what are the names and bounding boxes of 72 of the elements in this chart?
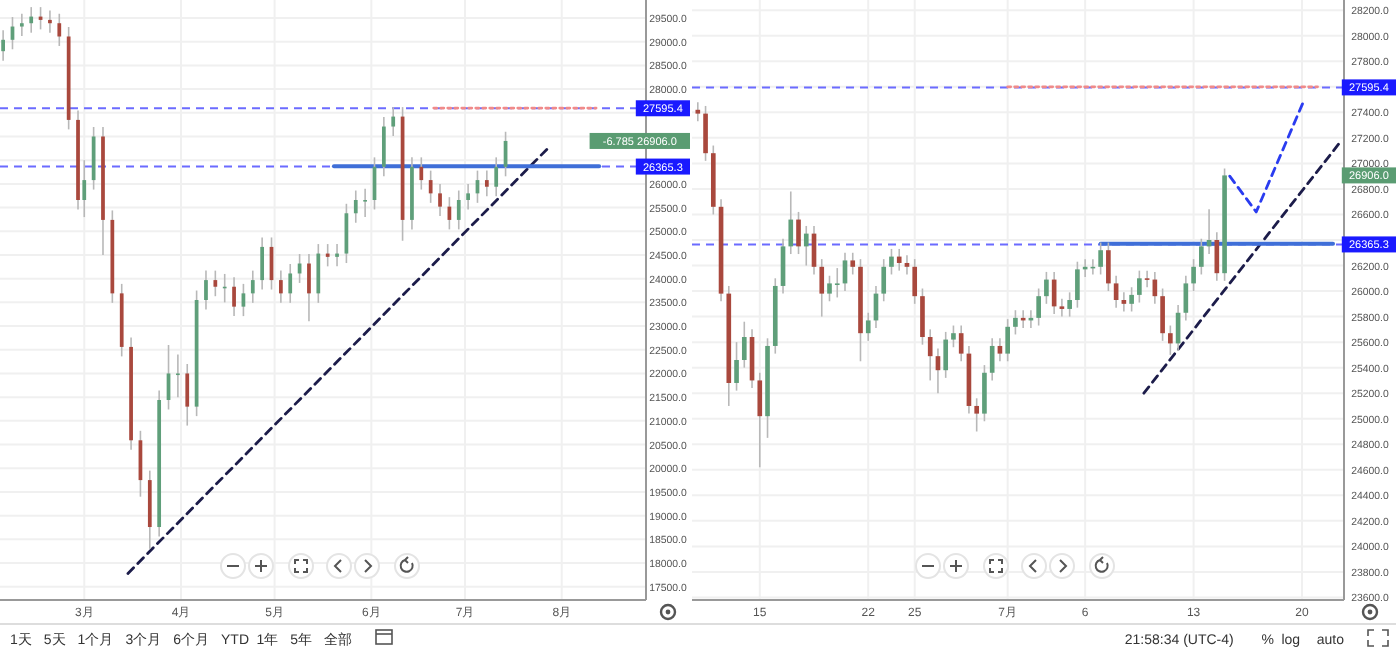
candlestick (288, 263, 293, 304)
candlestick (1036, 287, 1041, 327)
candlestick (958, 324, 964, 363)
candlestick (927, 328, 933, 382)
candlestick (734, 341, 739, 392)
candlestick (1168, 324, 1173, 356)
candlestick (1044, 271, 1049, 305)
candlestick (974, 397, 980, 433)
candlestick (381, 116, 386, 178)
candlestick (29, 6, 34, 34)
candlestick (335, 243, 339, 268)
candlestick (1013, 309, 1018, 336)
candlestick (494, 156, 499, 198)
candlestick (325, 243, 330, 268)
candlestick (316, 243, 321, 304)
candlestick (363, 187, 367, 218)
candlestick (819, 258, 825, 318)
candlestick (951, 324, 956, 349)
candlestick (1059, 297, 1065, 318)
candlestick (850, 251, 856, 276)
candlestick (1106, 241, 1111, 292)
candlestick (57, 12, 62, 47)
candlestick (881, 258, 887, 303)
candlestick (204, 269, 208, 311)
candlestick (1199, 237, 1204, 276)
candlestick (827, 274, 832, 303)
candlestick (920, 287, 925, 346)
candlestick (1005, 318, 1010, 363)
candlestick (456, 189, 461, 231)
candlestick (213, 269, 218, 298)
candlestick (943, 331, 949, 379)
candlestick (48, 9, 52, 34)
candlestick (741, 320, 747, 369)
candlestick (889, 248, 894, 276)
candlestick (1098, 241, 1103, 276)
candlestick (695, 101, 701, 123)
candlestick (391, 106, 396, 137)
candlestick (428, 169, 433, 204)
candlestick (912, 258, 918, 305)
candlestick (834, 267, 840, 299)
candlestick (147, 469, 152, 550)
candlestick (484, 169, 489, 198)
candlestick (982, 364, 987, 423)
candlestick (896, 248, 902, 272)
candlestick (1137, 269, 1142, 304)
candlestick (307, 253, 311, 323)
candlestick (419, 156, 424, 191)
candlestick (1191, 258, 1196, 292)
candlestick (260, 236, 265, 291)
candlestick (185, 363, 190, 427)
candlestick (176, 353, 180, 398)
candlestick (788, 190, 794, 255)
candlestick (438, 183, 442, 217)
candlestick (1129, 286, 1134, 313)
candlestick (703, 105, 708, 162)
candlestick (82, 159, 87, 218)
candlestick (757, 371, 763, 469)
candlestick (466, 183, 470, 211)
candlestick (279, 269, 283, 304)
candlestick (1160, 287, 1165, 342)
candlestick (796, 211, 801, 255)
candlestick (232, 276, 236, 317)
candlestick (803, 225, 809, 267)
candlestick (353, 189, 358, 224)
candlestick (1144, 269, 1150, 289)
candlestick (989, 337, 995, 382)
candlestick (1067, 291, 1072, 318)
candlestick (865, 311, 871, 342)
candlestick (1, 29, 5, 62)
candlestick (250, 269, 255, 304)
candlestick (19, 12, 24, 37)
candlestick (1075, 260, 1080, 309)
